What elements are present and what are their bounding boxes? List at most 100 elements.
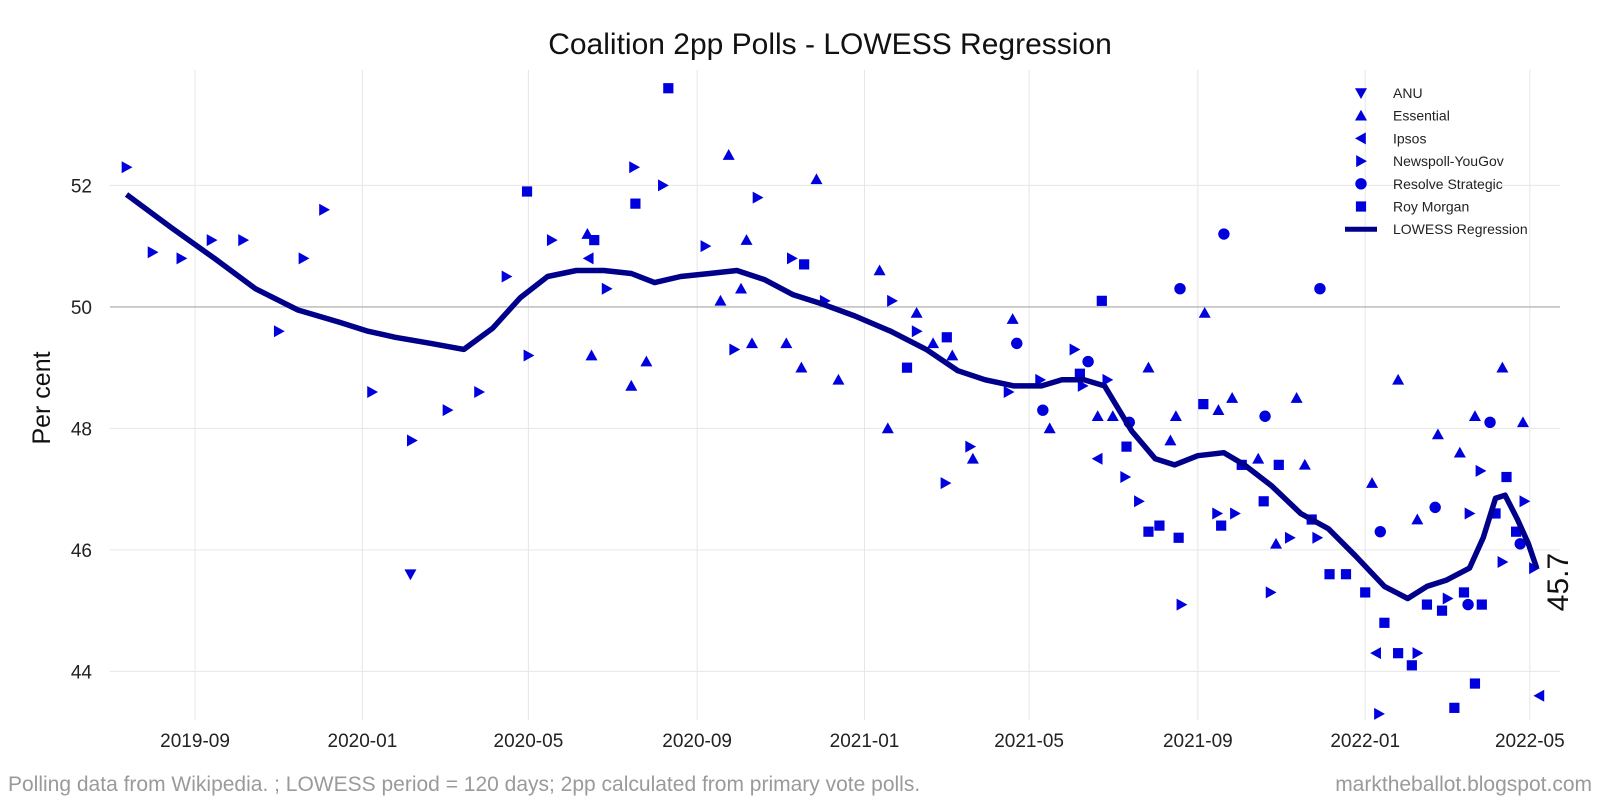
poll-point bbox=[941, 332, 952, 343]
poll-point bbox=[1429, 501, 1441, 514]
poll-point bbox=[881, 422, 894, 434]
poll-point bbox=[1258, 496, 1269, 507]
y-tick-label: 50 bbox=[71, 298, 92, 319]
x-tick-label: 2021-05 bbox=[994, 731, 1064, 752]
poll-point bbox=[625, 379, 638, 391]
poll-point bbox=[1173, 532, 1184, 543]
poll-point bbox=[1270, 537, 1283, 549]
poll-point bbox=[1198, 399, 1209, 410]
legend-label: Newspoll-YouGov bbox=[1393, 153, 1504, 169]
poll-point bbox=[722, 149, 735, 160]
poll-point bbox=[740, 234, 753, 245]
legend-label: Ipsos bbox=[1393, 130, 1426, 146]
poll-point bbox=[1102, 373, 1114, 386]
x-tick-label: 2021-09 bbox=[1163, 731, 1233, 752]
poll-point bbox=[1265, 586, 1277, 599]
y-tick-label: 46 bbox=[71, 541, 92, 562]
poll-point bbox=[1198, 306, 1211, 318]
poll-point bbox=[1069, 343, 1081, 356]
data-points bbox=[121, 83, 1545, 720]
poll-point bbox=[1082, 355, 1094, 368]
legend-label: ANU bbox=[1393, 85, 1423, 101]
poll-point bbox=[1421, 599, 1433, 610]
footer-site-credit: marktheballot.blogspot.com bbox=[1335, 773, 1592, 796]
poll-point bbox=[887, 294, 898, 307]
lowess-line-group bbox=[124, 192, 1540, 602]
poll-point bbox=[1006, 313, 1019, 324]
poll-point bbox=[601, 282, 613, 295]
chart-title: Coalition 2pp Polls - LOWESS Regression bbox=[548, 28, 1112, 61]
poll-point bbox=[1449, 702, 1460, 713]
poll-point bbox=[1475, 464, 1487, 477]
x-tick-label: 2019-09 bbox=[160, 731, 230, 752]
poll-point bbox=[1406, 660, 1417, 671]
x-tick-label: 2020-05 bbox=[494, 731, 564, 752]
poll-point bbox=[1469, 678, 1481, 689]
poll-point bbox=[1412, 647, 1424, 660]
poll-point bbox=[1360, 587, 1371, 598]
poll-point bbox=[735, 282, 748, 294]
poll-point bbox=[442, 404, 454, 417]
poll-point bbox=[1519, 495, 1531, 508]
y-axis-title: Per cent bbox=[28, 351, 56, 444]
legend-label: Resolve Strategic bbox=[1393, 176, 1503, 192]
y-tick-label: 48 bbox=[71, 419, 92, 440]
poll-point bbox=[786, 252, 798, 265]
poll-point bbox=[1514, 538, 1526, 550]
poll-point bbox=[1314, 282, 1326, 295]
poll-point bbox=[1516, 416, 1529, 428]
poll-point bbox=[523, 349, 535, 362]
poll-point bbox=[780, 337, 793, 349]
poll-point bbox=[1043, 422, 1056, 434]
poll-point bbox=[589, 234, 600, 246]
poll-point bbox=[1436, 605, 1448, 616]
poll-point bbox=[965, 440, 977, 453]
footer-source-note: Polling data from Wikipedia. ; LOWESS pe… bbox=[8, 773, 920, 796]
poll-point bbox=[1106, 410, 1119, 422]
poll-point bbox=[1134, 495, 1145, 508]
grid bbox=[110, 70, 1560, 720]
poll-point bbox=[1212, 404, 1225, 415]
poll-point bbox=[1511, 526, 1522, 537]
legend-marker bbox=[1355, 109, 1367, 121]
poll-point bbox=[799, 259, 810, 270]
poll-point bbox=[752, 191, 764, 204]
poll-point bbox=[832, 373, 845, 385]
poll-point bbox=[663, 83, 674, 94]
poll-point bbox=[1176, 598, 1188, 611]
legend-label: Roy Morgan bbox=[1393, 199, 1469, 215]
poll-point bbox=[1442, 592, 1454, 605]
poll-point bbox=[1462, 598, 1474, 611]
poll-point bbox=[501, 270, 513, 283]
poll-point bbox=[1476, 599, 1487, 610]
poll-point bbox=[1324, 569, 1335, 580]
poll-point bbox=[1411, 513, 1424, 525]
poll-point bbox=[940, 477, 952, 490]
poll-point bbox=[658, 179, 669, 192]
poll-point bbox=[1143, 526, 1154, 537]
poll-point bbox=[1374, 525, 1386, 538]
poll-point bbox=[1464, 507, 1476, 520]
poll-point bbox=[1120, 471, 1132, 484]
poll-point bbox=[1074, 368, 1085, 379]
poll-point bbox=[1484, 416, 1496, 429]
poll-point bbox=[629, 161, 641, 174]
poll-point bbox=[521, 186, 533, 197]
poll-point bbox=[206, 234, 218, 247]
poll-point bbox=[1003, 385, 1015, 398]
poll-point bbox=[1490, 508, 1501, 519]
x-tick-label: 2022-01 bbox=[1330, 731, 1400, 752]
poll-point bbox=[1154, 520, 1165, 531]
poll-point bbox=[1212, 507, 1224, 520]
poll-point bbox=[910, 306, 923, 318]
poll-point bbox=[1273, 459, 1284, 470]
poll-point bbox=[911, 325, 923, 338]
x-tick-label: 2020-09 bbox=[662, 731, 732, 752]
poll-point bbox=[1011, 337, 1023, 350]
poll-point bbox=[1216, 520, 1227, 531]
poll-point bbox=[1284, 531, 1296, 544]
legend: ANU Essential Ipsos Newspoll-YouGov Resolve … bbox=[1345, 85, 1528, 237]
poll-point bbox=[1533, 689, 1545, 702]
poll-point bbox=[640, 355, 653, 367]
